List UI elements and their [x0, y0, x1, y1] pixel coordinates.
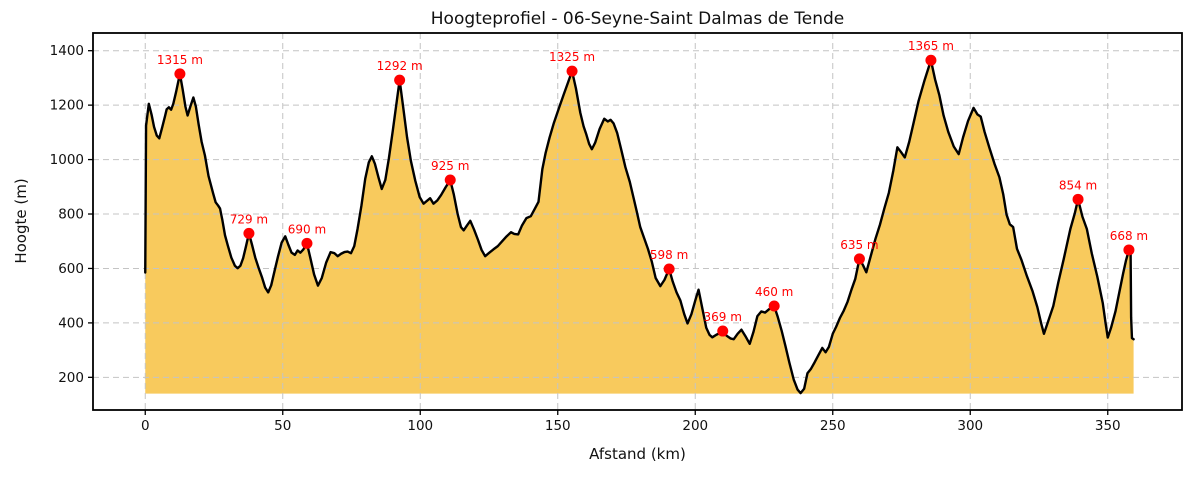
- peak-label: 598 m: [650, 248, 688, 262]
- y-tick-label: 600: [58, 261, 84, 277]
- peak-marker: [566, 65, 578, 77]
- peak-label: 668 m: [1110, 229, 1148, 243]
- x-tick-label: 200: [682, 418, 708, 434]
- x-tick-label: 300: [957, 418, 983, 434]
- plot-border: [92, 32, 1183, 411]
- peak-label: 460 m: [755, 285, 793, 299]
- peak-marker: [444, 174, 456, 186]
- peak-label: 729 m: [230, 212, 268, 226]
- y-tick-label: 1200: [50, 98, 84, 114]
- peak-marker: [925, 54, 937, 66]
- x-tick-label: 50: [274, 418, 291, 434]
- peak-marker: [853, 253, 865, 265]
- peak-label: 369 m: [704, 310, 742, 324]
- peak-marker: [717, 325, 729, 337]
- peak-marker: [243, 227, 255, 239]
- x-axis-label: Afstand (km): [589, 445, 686, 463]
- x-tick-label: 350: [1095, 418, 1121, 434]
- peak-marker: [1072, 193, 1084, 205]
- x-tick-label: 100: [407, 418, 433, 434]
- peak-marker: [768, 300, 780, 312]
- x-tick-label: 150: [545, 418, 571, 434]
- y-tick-label: 1000: [50, 152, 84, 168]
- peak-marker: [301, 237, 313, 249]
- y-axis-label: Hoogte (m): [12, 178, 30, 264]
- peak-label: 1325 m: [549, 50, 595, 64]
- peak-label: 1315 m: [157, 53, 203, 67]
- y-tick-label: 200: [58, 370, 84, 386]
- peak-marker: [663, 263, 675, 275]
- y-tick-label: 800: [58, 207, 84, 223]
- peak-marker: [174, 68, 186, 80]
- x-tick-label: 0: [141, 418, 150, 434]
- peak-marker: [1123, 244, 1135, 256]
- x-tick-label: 250: [820, 418, 846, 434]
- peak-label: 925 m: [431, 159, 469, 173]
- elevation-line: [144, 59, 1135, 395]
- chart-title: Hoogteprofiel - 06-Seyne-Saint Dalmas de…: [430, 9, 845, 29]
- peak-label: 690 m: [288, 222, 326, 236]
- peak-marker: [394, 74, 406, 86]
- y-tick-label: 1400: [50, 43, 84, 59]
- peak-label: 1292 m: [377, 59, 423, 73]
- peak-label: 854 m: [1059, 178, 1097, 192]
- y-tick-label: 400: [58, 315, 84, 331]
- peak-label: 1365 m: [908, 39, 954, 53]
- peak-label: 635 m: [840, 238, 878, 252]
